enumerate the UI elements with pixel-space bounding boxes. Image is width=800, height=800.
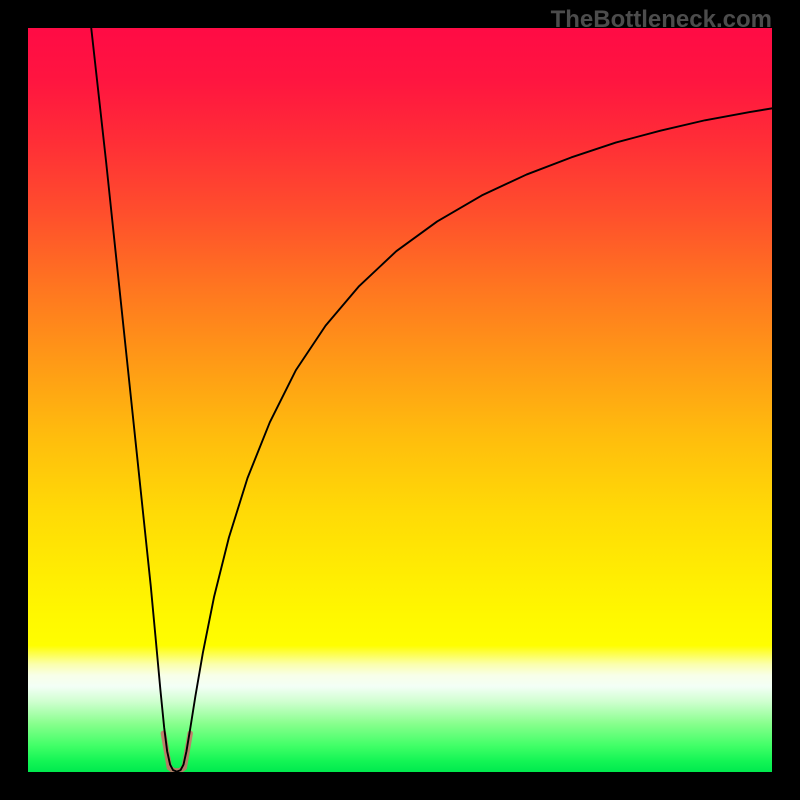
plot-area [28, 28, 772, 772]
gradient-background [28, 28, 772, 772]
chart-frame: TheBottleneck.com [0, 0, 800, 800]
